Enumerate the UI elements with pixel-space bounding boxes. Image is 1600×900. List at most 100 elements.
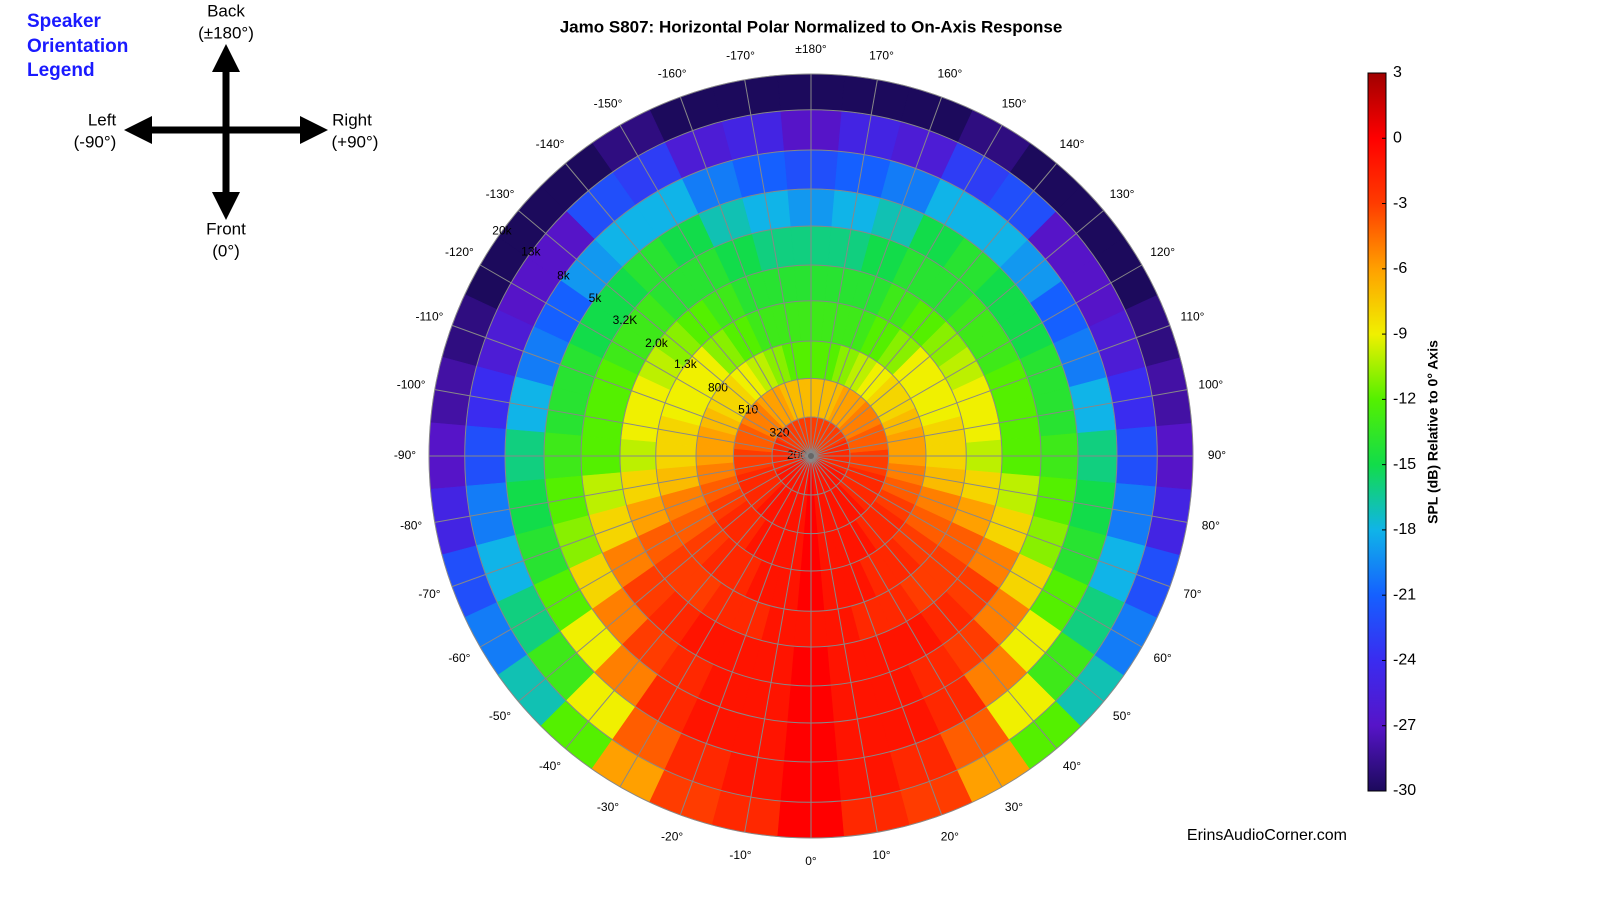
legend-label: Right: [332, 110, 372, 129]
legend-title: Orientation: [27, 36, 128, 57]
grid-spoke: [810, 455, 878, 833]
grid-spoke: [451, 455, 812, 588]
colorbar-tick-label: -18: [1393, 521, 1416, 538]
grid-spoke: [619, 455, 812, 788]
angle-tick-label: ±180°: [795, 42, 827, 56]
grid-spoke: [744, 79, 812, 457]
legend-label: Left: [88, 110, 117, 129]
grid-spoke: [810, 455, 1104, 702]
legend-label: (+90°): [332, 132, 379, 151]
angle-tick-label: 80°: [1202, 519, 1220, 533]
angle-tick-label: 100°: [1198, 378, 1223, 392]
grid-spoke: [810, 455, 1171, 588]
angle-tick-label: -50°: [489, 709, 511, 723]
colorbar-tick-label: 0: [1393, 129, 1402, 146]
angle-tick-label: 20°: [941, 830, 959, 844]
angle-tick-label: 0°: [805, 854, 817, 868]
r-tick-label: 13k: [521, 245, 541, 259]
r-tick-label: 8k: [557, 268, 571, 282]
angle-tick-label: 110°: [1181, 309, 1205, 323]
angle-tick-label: -110°: [416, 309, 444, 323]
colorbar-tick-label: -15: [1393, 456, 1416, 473]
angle-tick-label: 70°: [1183, 587, 1201, 601]
angle-tick-label: -80°: [400, 519, 422, 533]
center-dot: [808, 453, 814, 459]
angle-tick-label: 140°: [1060, 137, 1085, 151]
grid-spoke: [434, 455, 812, 523]
angle-tick-label: 40°: [1063, 759, 1081, 773]
angle-tick-label: 50°: [1113, 709, 1131, 723]
legend-label: Front: [206, 219, 246, 238]
grid-spoke: [810, 455, 1143, 648]
grid-spoke: [810, 324, 1171, 457]
r-tick-label: 3.2K: [613, 313, 638, 327]
angle-tick-label: -150°: [594, 97, 623, 111]
angle-tick-label: 120°: [1150, 245, 1175, 259]
grid-spoke: [479, 455, 812, 648]
grid-spoke: [810, 124, 1003, 457]
legend-label: Back: [207, 1, 245, 20]
grid-spoke: [565, 455, 812, 749]
angle-tick-label: 10°: [872, 848, 890, 862]
colorbar-tick-label: -24: [1393, 652, 1416, 669]
grid-spoke: [810, 163, 1057, 457]
legend-label: (±180°): [198, 23, 254, 42]
angle-tick-label: 130°: [1110, 187, 1135, 201]
angle-tick-label: 160°: [937, 67, 962, 81]
grid-spoke: [679, 455, 812, 816]
r-tick-label: 5k: [589, 291, 603, 305]
angle-tick-label: 170°: [869, 48, 894, 62]
angle-tick-label: -90°: [394, 448, 416, 462]
grid-spoke: [679, 96, 812, 457]
colorbar-tick-label: -9: [1393, 325, 1407, 342]
colorbar-tick-label: -21: [1393, 586, 1416, 603]
r-tick-label: 800: [708, 381, 728, 395]
angle-tick-label: 30°: [1005, 800, 1023, 814]
colorbar-tick-label: -12: [1393, 391, 1416, 408]
grid-spoke: [810, 455, 943, 816]
grid-spoke: [810, 79, 878, 457]
grid-spoke: [565, 163, 812, 457]
angle-tick-label: -140°: [536, 137, 565, 151]
legend-title: Legend: [27, 60, 95, 81]
grid-spoke: [810, 455, 1188, 523]
legend-title: Speaker: [27, 11, 102, 32]
colorbar-tick-label: -3: [1393, 195, 1407, 212]
colorbar-tick-label: -30: [1393, 782, 1416, 799]
grid-spoke: [810, 96, 943, 457]
angle-tick-label: -30°: [597, 800, 619, 814]
angle-tick-label: -160°: [658, 67, 687, 81]
grid-spoke: [810, 264, 1143, 457]
legend-label: (0°): [212, 241, 240, 260]
grid-spoke: [451, 324, 812, 457]
chart-title: Jamo S807: Horizontal Polar Normalized t…: [560, 17, 1063, 36]
grid-spoke: [810, 455, 1003, 788]
colorbar-tick-label: -6: [1393, 260, 1407, 277]
colorbar-tick-label: 3: [1393, 64, 1402, 81]
grid-spoke: [744, 455, 812, 833]
r-tick-label: 1.3k: [674, 357, 698, 371]
grid-spoke: [518, 210, 812, 457]
angle-tick-label: -130°: [486, 187, 515, 201]
colorbar-label: SPL (dB) Relative to 0° Axis: [1425, 340, 1441, 524]
grid-spoke: [810, 455, 1057, 749]
angle-tick-label: -40°: [539, 759, 561, 773]
colorbar-tick-label: -27: [1393, 717, 1416, 734]
colorbar: [1367, 72, 1387, 792]
angle-tick-label: 150°: [1002, 97, 1027, 111]
angle-tick-label: -100°: [397, 378, 426, 392]
angle-tick-label: 90°: [1208, 448, 1226, 462]
angle-tick-label: -120°: [445, 245, 474, 259]
grid-spoke: [810, 389, 1188, 457]
r-tick-label: 510: [738, 403, 758, 417]
legend-label: (-90°): [74, 132, 117, 151]
angle-tick-label: -60°: [448, 651, 470, 665]
angle-tick-label: -10°: [729, 848, 751, 862]
angle-tick-label: -170°: [726, 48, 755, 62]
watermark: ErinsAudioCorner.com: [1187, 827, 1347, 844]
r-tick-label: 320: [769, 425, 789, 439]
angle-tick-label: -70°: [418, 587, 440, 601]
grid-spoke: [518, 455, 812, 702]
